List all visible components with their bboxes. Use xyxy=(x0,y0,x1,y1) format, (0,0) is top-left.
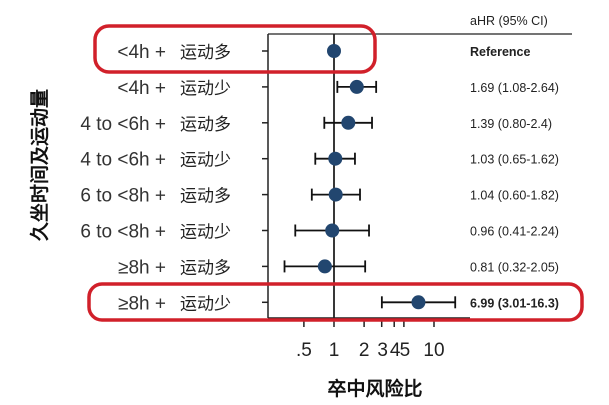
column-header: aHR (95% CI) xyxy=(470,14,548,28)
row-label-sitting: ≥8h + xyxy=(118,293,166,314)
row-label-sitting: <4h + xyxy=(117,42,166,63)
highlight-box-reference xyxy=(93,24,377,74)
row-label-sitting: 6 to <8h + xyxy=(80,222,166,243)
hr-ci-label: 1.39 (0.80-2.4) xyxy=(470,117,552,131)
row-label-exercise: 运动多 xyxy=(180,187,231,207)
x-tick-label: 2 xyxy=(359,340,370,361)
hr-point xyxy=(411,295,426,310)
x-tick-label: 1 xyxy=(329,340,340,361)
row-label-exercise: 运动多 xyxy=(180,258,231,278)
hr-point xyxy=(349,79,364,94)
hr-point xyxy=(328,187,343,202)
y-axis-title: 久坐时间及运动量 xyxy=(28,89,51,241)
x-tick-label: 10 xyxy=(423,340,444,361)
hr-ci-label: Reference xyxy=(470,45,530,59)
x-tick-label: .5 xyxy=(296,340,312,361)
hr-ci-label: 1.04 (0.60-1.82) xyxy=(470,189,559,203)
row-label-sitting: 4 to <6h + xyxy=(80,114,166,135)
row-label-exercise: 运动少 xyxy=(180,223,231,243)
row-label-sitting: <4h + xyxy=(117,78,166,99)
x-tick-label: 3 xyxy=(377,340,388,361)
hr-ci-label: 0.81 (0.32-2.05) xyxy=(470,260,559,274)
x-axis-title: 卒中风险比 xyxy=(327,377,422,400)
hr-ci-label: 0.96 (0.41-2.24) xyxy=(470,225,559,239)
hr-point xyxy=(341,115,356,130)
hr-point xyxy=(325,223,340,238)
row-label-exercise: 运动少 xyxy=(180,79,231,99)
hr-ci-label: 1.69 (1.08-2.64) xyxy=(470,81,559,95)
row-label-exercise: 运动多 xyxy=(180,43,231,63)
row-label-sitting: ≥8h + xyxy=(118,257,166,278)
row-label-exercise: 运动少 xyxy=(180,294,231,314)
row-label-sitting: 4 to <6h + xyxy=(80,150,166,171)
hr-point xyxy=(327,44,341,58)
hr-point xyxy=(317,259,332,274)
x-tick-label: 4 xyxy=(390,340,401,361)
hr-point xyxy=(328,151,343,166)
row-label-sitting: 6 to <8h + xyxy=(80,186,166,207)
highlight-box-highest-risk xyxy=(87,282,584,322)
hr-ci-label: 6.99 (3.01-16.3) xyxy=(470,296,559,310)
row-label-exercise: 运动少 xyxy=(180,151,231,171)
x-tick-label: 5 xyxy=(400,340,411,361)
hr-ci-label: 1.03 (0.65-1.62) xyxy=(470,153,559,167)
row-label-exercise: 运动多 xyxy=(180,115,231,135)
